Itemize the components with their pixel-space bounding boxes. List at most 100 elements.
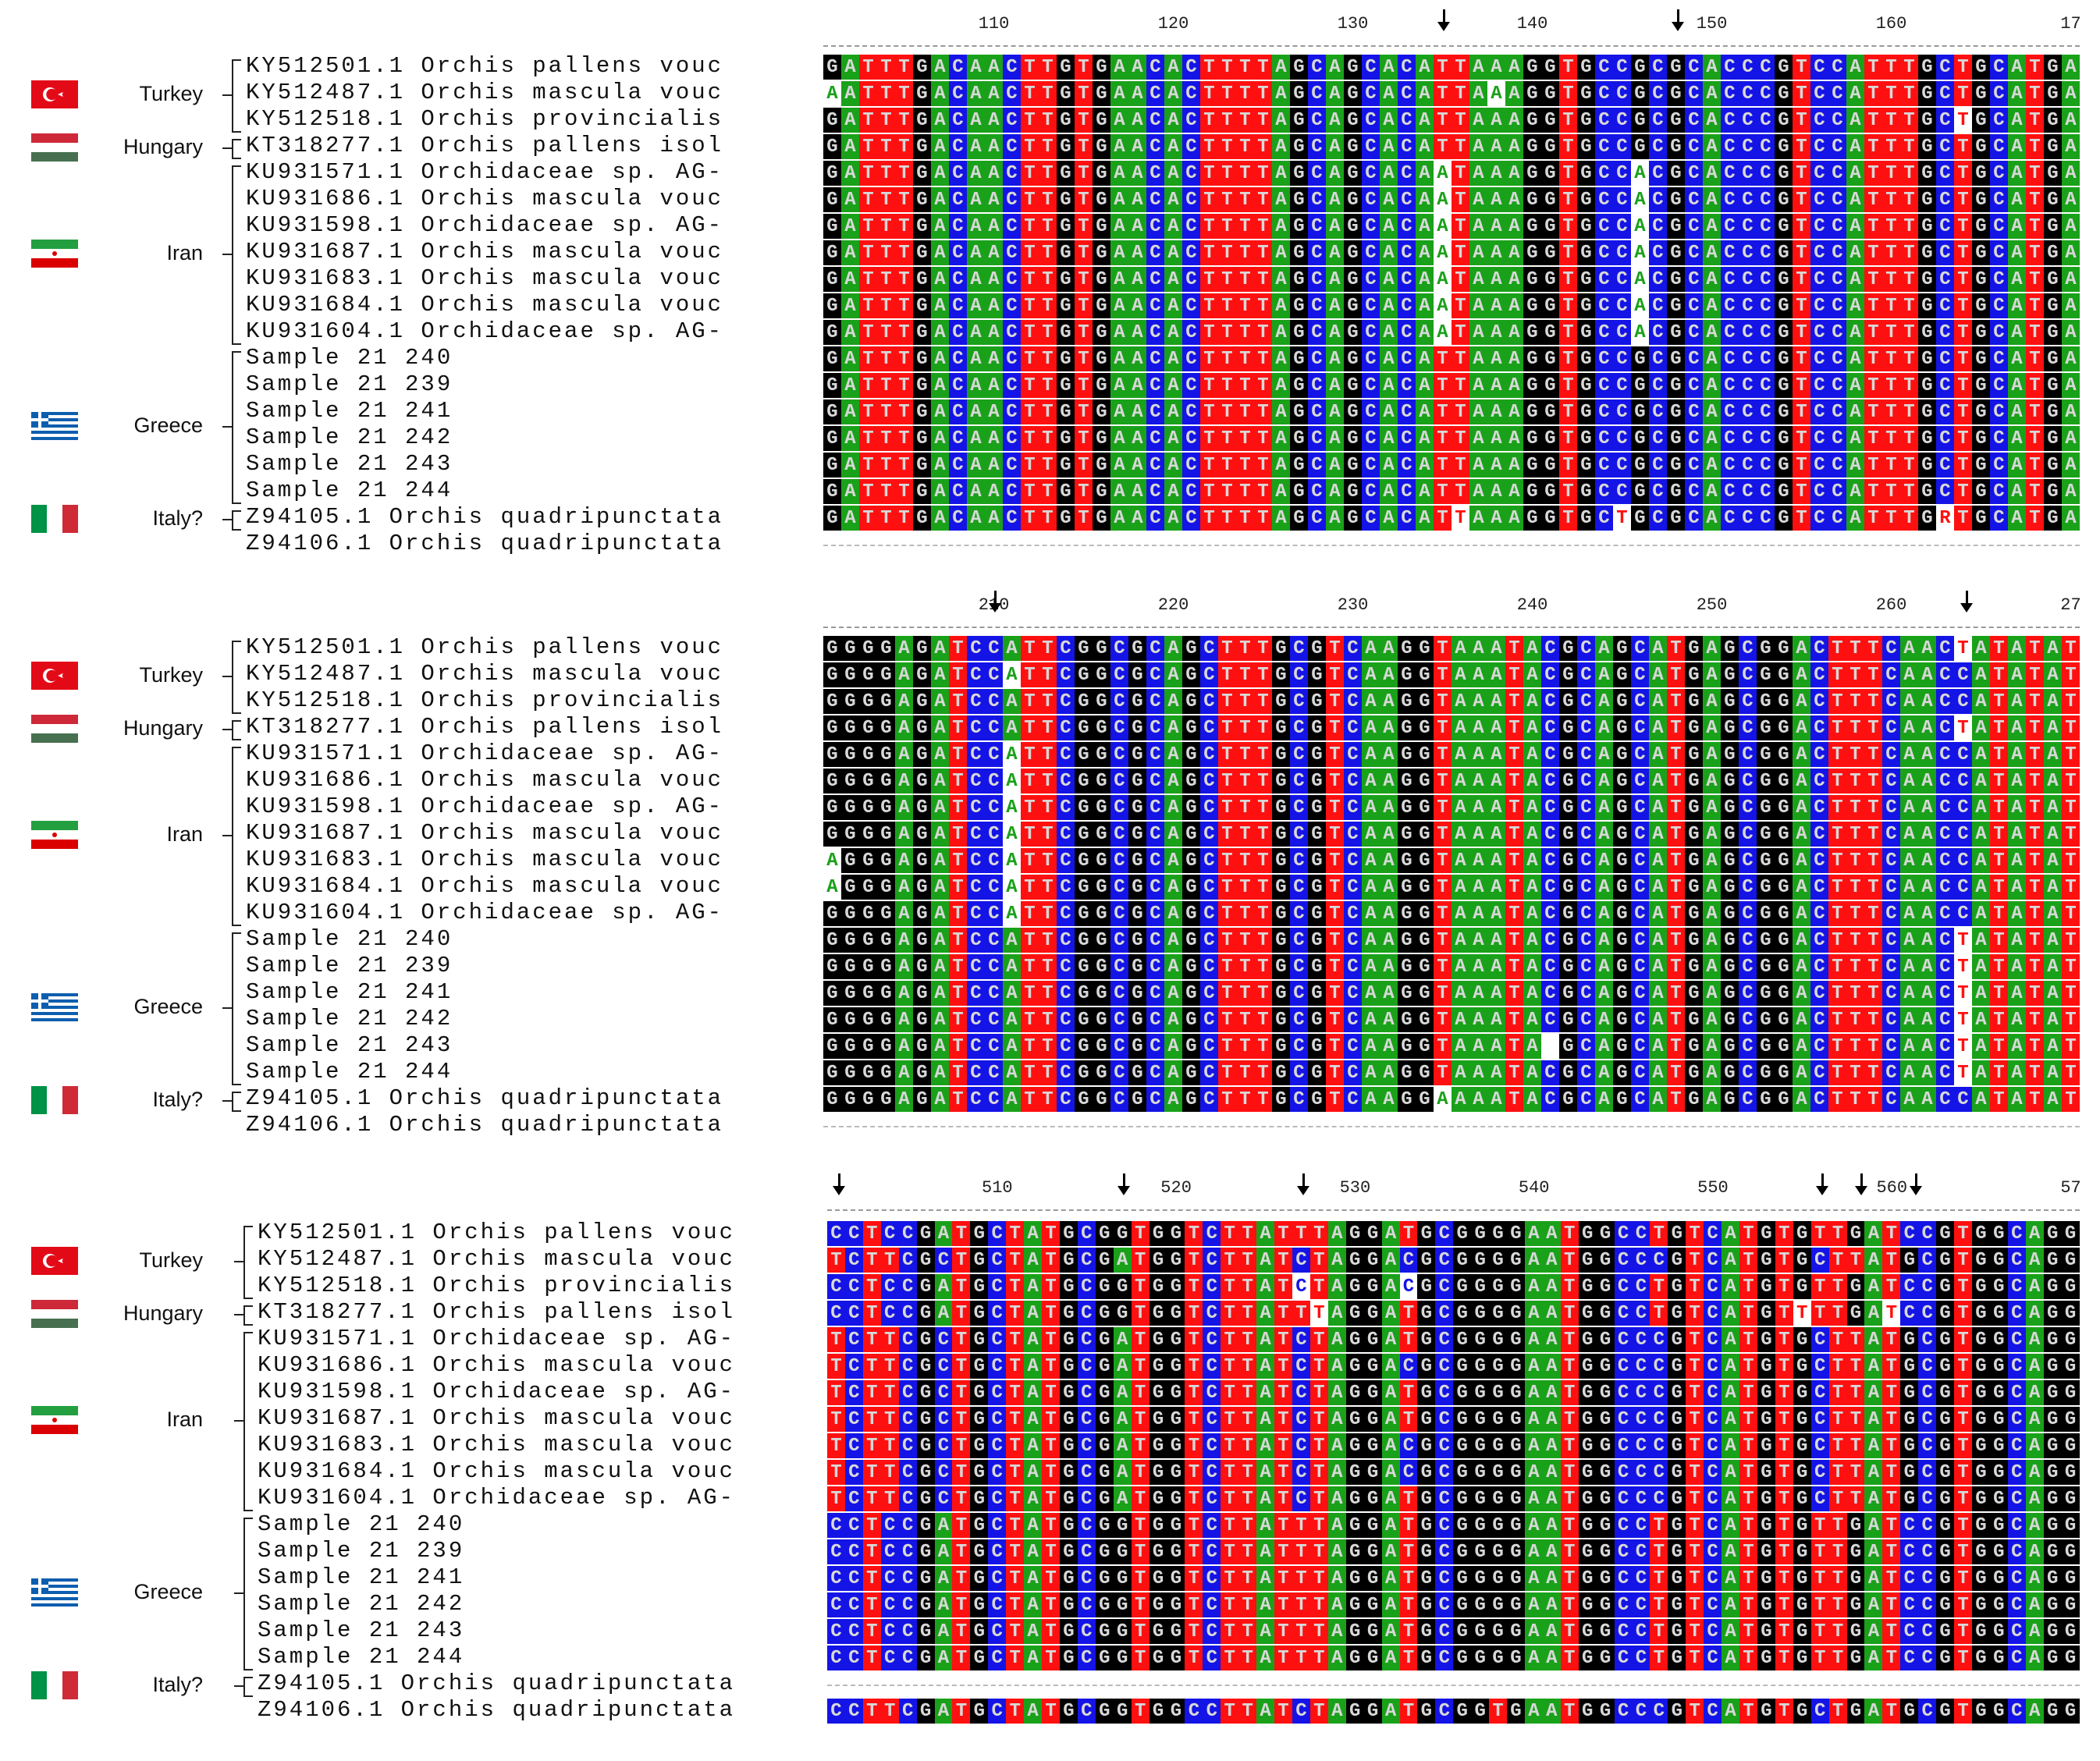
sequence-name[interactable]: Sample 21 240 <box>258 1511 465 1537</box>
sequence-name[interactable]: KU931598.1 Orchidaceae sp. AG- <box>258 1379 736 1404</box>
sequence-name[interactable]: KU931571.1 Orchidaceae sp. AG- <box>246 740 724 766</box>
sequence-name[interactable]: KU931686.1 Orchis mascula vouc <box>258 1352 736 1378</box>
sequence-name[interactable]: Sample 21 243 <box>246 451 453 477</box>
sequence-name[interactable]: Z94106.1 Orchis quadripunctata <box>258 1697 736 1723</box>
sequence-name[interactable]: KU931571.1 Orchidaceae sp. AG- <box>258 1326 736 1351</box>
sequence-name[interactable]: Sample 21 241 <box>246 979 453 1005</box>
sequence-name[interactable]: Sample 21 242 <box>258 1591 465 1617</box>
sequence-name[interactable]: KU931604.1 Orchidaceae sp. AG- <box>246 318 724 344</box>
sequence-name[interactable]: KY512501.1 Orchis pallens vouc <box>258 1220 736 1245</box>
sequence-name[interactable]: Z94105.1 Orchis quadripunctata <box>246 1085 724 1111</box>
sequence-name[interactable]: Sample 21 240 <box>246 345 453 371</box>
sequence-name[interactable]: KU931604.1 Orchidaceae sp. AG- <box>258 1485 736 1511</box>
sequence-name[interactable]: KT318277.1 Orchis pallens isol <box>258 1299 736 1325</box>
sequence-name[interactable]: KU931683.1 Orchis mascula vouc <box>246 265 724 291</box>
sequence-name[interactable]: Sample 21 239 <box>246 953 453 978</box>
sequence-name[interactable]: Sample 21 244 <box>246 478 453 503</box>
sequence-name[interactable]: Z94106.1 Orchis quadripunctata <box>246 1112 724 1138</box>
sequence-name[interactable]: KU931686.1 Orchis mascula vouc <box>246 186 724 211</box>
sequence-name[interactable]: KT318277.1 Orchis pallens isol <box>246 714 724 740</box>
sequence-name[interactable]: Z94105.1 Orchis quadripunctata <box>258 1670 736 1696</box>
sequence-name[interactable]: KY512487.1 Orchis mascula vouc <box>246 80 724 105</box>
sequence-name[interactable]: Sample 21 244 <box>246 1059 453 1085</box>
sequence-name[interactable]: KU931686.1 Orchis mascula vouc <box>246 767 724 793</box>
sequence-name[interactable]: Sample 21 239 <box>246 371 453 397</box>
sequence-name[interactable]: KU931687.1 Orchis mascula vouc <box>246 239 724 265</box>
sequence-name[interactable]: KY512487.1 Orchis mascula vouc <box>258 1246 736 1272</box>
sequence-name[interactable]: KY512518.1 Orchis provincialis <box>258 1273 736 1298</box>
sequence-name[interactable]: KY512487.1 Orchis mascula vouc <box>246 661 724 687</box>
sequence-name[interactable]: Z94106.1 Orchis quadripunctata <box>246 531 724 556</box>
sequence-name[interactable]: KU931684.1 Orchis mascula vouc <box>246 292 724 318</box>
sequence-name[interactable]: KU931683.1 Orchis mascula vouc <box>246 847 724 872</box>
sequence-name[interactable]: KY512518.1 Orchis provincialis <box>246 106 724 132</box>
sequence-name[interactable]: KU931684.1 Orchis mascula vouc <box>258 1458 736 1484</box>
sequence-name[interactable]: Sample 21 241 <box>246 398 453 424</box>
sequence-name[interactable]: Sample 21 242 <box>246 1006 453 1031</box>
sequence-name[interactable]: KU931683.1 Orchis mascula vouc <box>258 1432 736 1457</box>
sequence-name[interactable]: KU931598.1 Orchidaceae sp. AG- <box>246 794 724 819</box>
sequence-name[interactable]: KU931604.1 Orchidaceae sp. AG- <box>246 900 724 925</box>
sequence-name[interactable]: KT318277.1 Orchis pallens isol <box>246 133 724 158</box>
sequence-name[interactable]: KU931687.1 Orchis mascula vouc <box>246 820 724 846</box>
sequence-name[interactable]: KU931598.1 Orchidaceae sp. AG- <box>246 212 724 238</box>
sequence-name[interactable]: Sample 21 240 <box>246 926 453 952</box>
sequence-name[interactable]: KY512501.1 Orchis pallens vouc <box>246 634 724 660</box>
sequence-name[interactable]: KU931571.1 Orchidaceae sp. AG- <box>246 159 724 185</box>
sequence-name[interactable]: Sample 21 242 <box>246 424 453 450</box>
sequence-name[interactable]: Sample 21 244 <box>258 1644 465 1670</box>
sequence-name[interactable]: Sample 21 243 <box>246 1032 453 1058</box>
sequence-name[interactable]: KY512501.1 Orchis pallens vouc <box>246 53 724 79</box>
sequence-name[interactable]: Sample 21 239 <box>258 1538 465 1564</box>
sequence-name[interactable]: KU931684.1 Orchis mascula vouc <box>246 873 724 899</box>
